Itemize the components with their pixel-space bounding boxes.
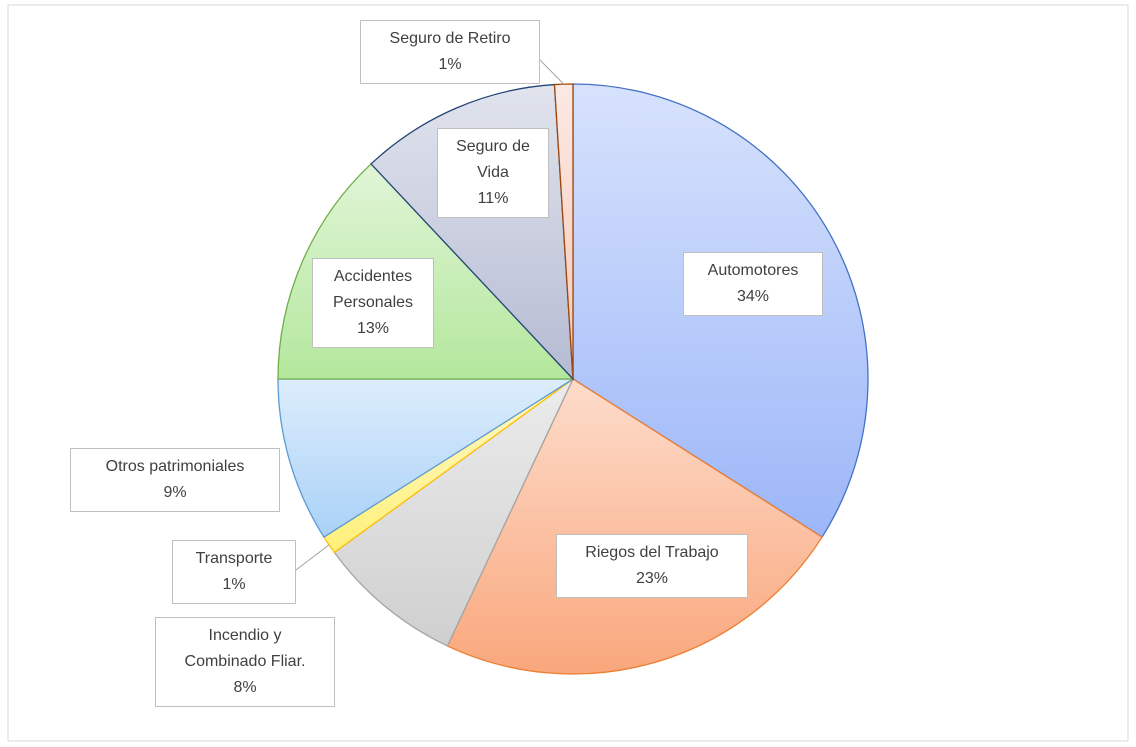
- data-label: Otros patrimoniales 9%: [70, 448, 280, 512]
- pie-slice: [277, 378, 576, 538]
- category-label: Seguro de Vida: [456, 138, 530, 181]
- data-label-box: Riegos del Trabajo 23%: [556, 534, 748, 598]
- data-label-box: Automotores 34%: [683, 252, 823, 316]
- leader-line: [539, 59, 565, 85]
- data-label: Seguro de Vida 11%: [437, 128, 549, 218]
- data-label: Seguro de Retiro 1%: [360, 20, 540, 84]
- category-label: Transporte: [195, 550, 273, 567]
- data-label: Riegos del Trabajo 23%: [556, 534, 748, 598]
- category-label: Incendio y Combinado Fliar.: [184, 627, 306, 670]
- category-label: Riegos del Trabajo: [585, 544, 719, 561]
- value-label: 23%: [635, 570, 669, 587]
- value-label: 11%: [477, 190, 509, 207]
- data-label-box: Seguro de Vida 11%: [437, 128, 549, 218]
- value-label: 9%: [163, 484, 187, 501]
- data-label-box: Incendio y Combinado Fliar. 8%: [155, 617, 335, 707]
- leader-line: [295, 544, 330, 571]
- category-label: Accidentes Personales: [332, 268, 414, 311]
- data-label: Automotores 34%: [683, 252, 823, 316]
- data-label-box: Otros patrimoniales 9%: [70, 448, 280, 512]
- pie-slice: [446, 378, 823, 675]
- value-label: 13%: [356, 320, 390, 337]
- data-label-box: Transporte 1%: [172, 540, 296, 604]
- data-label: Transporte 1%: [172, 540, 296, 604]
- data-label-box: Seguro de Retiro 1%: [360, 20, 540, 84]
- value-label: 8%: [233, 679, 257, 696]
- category-label: Otros patrimoniales: [105, 458, 245, 475]
- pie-slice: [553, 83, 574, 380]
- value-label: 1%: [438, 56, 462, 73]
- data-label: Incendio y Combinado Fliar. 8%: [155, 617, 335, 707]
- value-label: 1%: [222, 576, 246, 593]
- pie-slice: [333, 378, 574, 647]
- data-label-box: Accidentes Personales 13%: [312, 258, 434, 348]
- category-label: Seguro de Retiro: [389, 30, 511, 47]
- category-label: Automotores: [707, 262, 799, 279]
- data-label: Accidentes Personales 13%: [312, 258, 434, 348]
- value-label: 34%: [736, 288, 770, 305]
